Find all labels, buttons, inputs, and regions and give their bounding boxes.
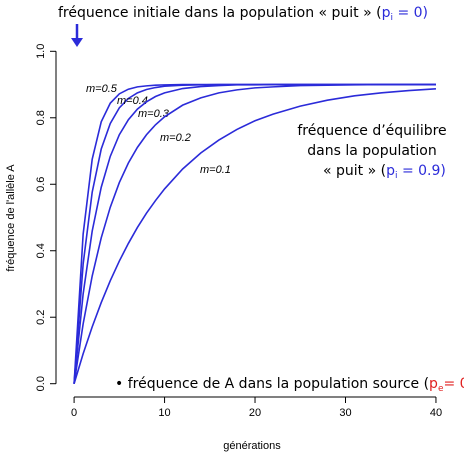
top-annotation: fréquence initiale dans la population « … <box>58 5 428 23</box>
y-tick-label: 0.2 <box>35 310 47 325</box>
sub: i <box>390 13 393 23</box>
bottom-annotation: • fréquence de A dans la population sour… <box>115 376 464 394</box>
y-tick-label: 0.0 <box>35 376 47 391</box>
var: p <box>429 376 438 392</box>
y-tick-label: 1.0 <box>35 44 47 59</box>
series-label: m=0.3 <box>138 108 170 120</box>
rest: = 0.9 <box>443 376 464 392</box>
right-line2: dans la population <box>307 143 437 159</box>
right-line1: fréquence d’équilibre <box>297 123 446 139</box>
sub: i <box>395 171 398 181</box>
series-label: m=0.1 <box>200 164 231 176</box>
top-text: fréquence initiale dans la population « … <box>58 5 382 21</box>
y-tick-label: 0.8 <box>35 110 47 125</box>
x-tick-label: 30 <box>339 407 351 419</box>
x-axis-label: générations <box>223 440 281 452</box>
series-line <box>73 88 437 384</box>
x-tick-label: 40 <box>430 407 442 419</box>
arrow-head <box>71 38 83 47</box>
sub: e <box>438 384 444 394</box>
x-tick-label: 20 <box>249 407 261 419</box>
y-tick-label: 0.6 <box>35 177 47 192</box>
rest: = 0) <box>393 5 428 21</box>
series-line <box>73 83 436 384</box>
series-label: m=0.2 <box>160 132 191 144</box>
y-axis-label: fréquence de l'allèle A <box>5 164 17 272</box>
series-label: m=0.4 <box>117 95 148 107</box>
var: p <box>382 5 391 21</box>
right-line3: « puit » (pi = 0.9) <box>323 163 446 181</box>
rest: = 0.9) <box>398 163 446 179</box>
series-label: m=0.5 <box>86 83 118 95</box>
var: p <box>386 163 395 179</box>
x-tick-label: 0 <box>71 407 77 419</box>
y-tick-label: 0.4 <box>35 243 47 258</box>
bottom-text: • fréquence de A dans la population sour… <box>115 376 429 392</box>
right-text: « puit » ( <box>323 163 386 179</box>
x-tick-label: 10 <box>158 407 170 419</box>
